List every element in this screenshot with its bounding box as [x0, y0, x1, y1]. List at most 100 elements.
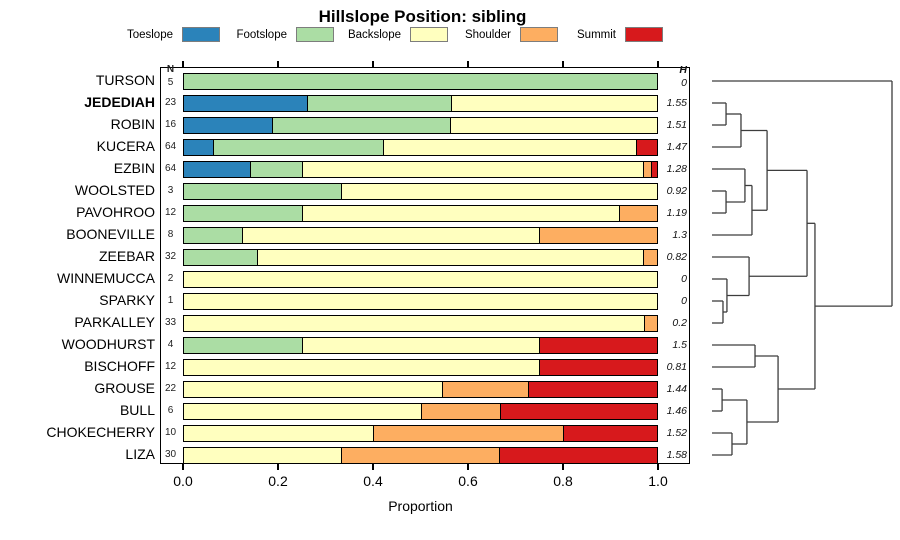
x-tick-label-0.4: 0.4 — [363, 473, 383, 489]
n-value-liza: 30 — [164, 449, 177, 460]
h-value-pavohroo: 1.19 — [666, 207, 687, 219]
row-label-robin: ROBIN — [110, 116, 155, 132]
x-tick-top-0.8 — [562, 61, 564, 67]
x-tick-bottom-1.0 — [657, 464, 659, 470]
bar-segment-parkalley-backslope — [183, 314, 644, 332]
h-column-header: H — [679, 64, 687, 76]
bar-segment-winnemucca-backslope — [183, 270, 658, 288]
bar-segment-liza-summit — [499, 446, 658, 464]
h-value-jedediah: 1.55 — [666, 97, 687, 109]
h-value-robin: 1.51 — [666, 119, 687, 131]
bar-segment-booneville-footslope — [183, 226, 243, 244]
h-value-booneville: 1.3 — [672, 229, 687, 241]
legend-label-backslope: Backslope — [347, 29, 401, 41]
n-value-winnemucca: 2 — [167, 273, 174, 284]
bar-segment-zeebar-footslope — [183, 248, 258, 266]
bar-segment-kucera-backslope — [383, 138, 636, 156]
bar-segment-robin-footslope — [272, 116, 451, 134]
row-label-liza: LIZA — [125, 446, 155, 462]
bar-segment-pavohroo-footslope — [183, 204, 302, 222]
x-tick-bottom-0.2 — [277, 464, 279, 470]
n-value-turson: 5 — [167, 77, 174, 88]
plot-frame — [160, 67, 690, 464]
row-label-booneville: BOONEVILLE — [66, 226, 155, 242]
legend-swatch-backslope — [410, 27, 448, 42]
n-value-ezbin: 64 — [164, 163, 177, 174]
h-value-bischoff: 0.81 — [666, 361, 687, 373]
h-value-woodhurst: 1.5 — [672, 339, 687, 351]
row-label-kucera: KUCERA — [96, 138, 155, 154]
bar-segment-chokecherry-shoulder — [373, 424, 563, 442]
x-axis-label: Proportion — [388, 498, 453, 514]
bar-segment-zeebar-backslope — [257, 248, 644, 266]
n-value-pavohroo: 12 — [164, 207, 177, 218]
h-value-chokecherry: 1.52 — [666, 427, 687, 439]
bar-segment-parkalley-shoulder — [643, 314, 658, 332]
bar-segment-grouse-summit — [528, 380, 658, 398]
bar-segment-bull-shoulder — [420, 402, 500, 420]
n-value-chokecherry: 10 — [164, 427, 177, 438]
x-tick-bottom-0.0 — [182, 464, 184, 470]
n-value-parkalley: 33 — [164, 317, 177, 328]
bar-segment-ezbin-footslope — [249, 160, 302, 178]
bar-segment-booneville-shoulder — [539, 226, 658, 244]
row-label-chokecherry: CHOKECHERRY — [46, 424, 155, 440]
h-value-woolsted: 0.92 — [666, 185, 687, 197]
row-label-bischoff: BISCHOFF — [84, 358, 155, 374]
n-value-bull: 6 — [167, 405, 174, 416]
bar-segment-zeebar-shoulder — [643, 248, 658, 266]
bar-segment-pavohroo-backslope — [301, 204, 619, 222]
h-value-parkalley: 0.2 — [672, 317, 687, 329]
legend-label-shoulder: Shoulder — [464, 29, 511, 41]
bar-segment-kucera-footslope — [212, 138, 384, 156]
bar-segment-sparky-backslope — [183, 292, 658, 310]
bar-segment-liza-backslope — [183, 446, 342, 464]
bar-segment-ezbin-toeslope — [183, 160, 250, 178]
chart-title: Hillslope Position: sibling — [318, 7, 527, 26]
bar-segment-liza-shoulder — [341, 446, 500, 464]
n-value-woolsted: 3 — [167, 185, 174, 196]
n-value-woodhurst: 4 — [167, 339, 174, 350]
bar-segment-chokecherry-backslope — [183, 424, 373, 442]
bar-segment-robin-backslope — [450, 116, 658, 134]
h-value-sparky: 0 — [681, 295, 687, 307]
bar-segment-bischoff-summit — [539, 358, 658, 376]
x-tick-label-0.8: 0.8 — [553, 473, 573, 489]
bar-segment-woolsted-backslope — [341, 182, 658, 200]
bar-segment-booneville-backslope — [242, 226, 540, 244]
bar-segment-grouse-shoulder — [441, 380, 529, 398]
row-label-turson: TURSON — [95, 72, 155, 88]
n-column-header: N — [166, 64, 175, 75]
n-value-kucera: 64 — [164, 141, 177, 152]
h-value-bull: 1.46 — [666, 405, 687, 417]
h-value-kucera: 1.47 — [666, 141, 687, 153]
x-tick-top-0.0 — [182, 61, 184, 67]
bar-segment-woodhurst-backslope — [301, 336, 540, 354]
bar-segment-woodhurst-summit — [539, 336, 658, 354]
legend-swatch-footslope — [296, 27, 334, 42]
x-tick-label-0.0: 0.0 — [173, 473, 193, 489]
bar-segment-ezbin-summit — [650, 160, 658, 178]
bar-segment-bull-summit — [499, 402, 658, 420]
legend-swatch-shoulder — [520, 27, 558, 42]
n-value-bischoff: 12 — [164, 361, 177, 372]
row-label-zeebar: ZEEBAR — [98, 248, 155, 264]
n-value-sparky: 1 — [167, 295, 174, 306]
x-tick-label-0.2: 0.2 — [268, 473, 288, 489]
bar-segment-kucera-toeslope — [183, 138, 213, 156]
x-tick-top-1.0 — [657, 61, 659, 67]
n-value-zeebar: 32 — [164, 251, 177, 262]
legend-label-toeslope: Toeslope — [126, 29, 173, 41]
bar-segment-turson-footslope — [183, 72, 658, 90]
x-tick-bottom-0.4 — [372, 464, 374, 470]
bar-segment-kucera-summit — [635, 138, 658, 156]
h-value-winnemucca: 0 — [681, 273, 687, 285]
x-tick-top-0.6 — [467, 61, 469, 67]
row-label-sparky: SPARKY — [99, 292, 155, 308]
h-value-zeebar: 0.82 — [666, 251, 687, 263]
row-label-pavohroo: PAVOHROO — [76, 204, 155, 220]
bar-segment-chokecherry-summit — [563, 424, 658, 442]
bar-segment-grouse-backslope — [183, 380, 442, 398]
